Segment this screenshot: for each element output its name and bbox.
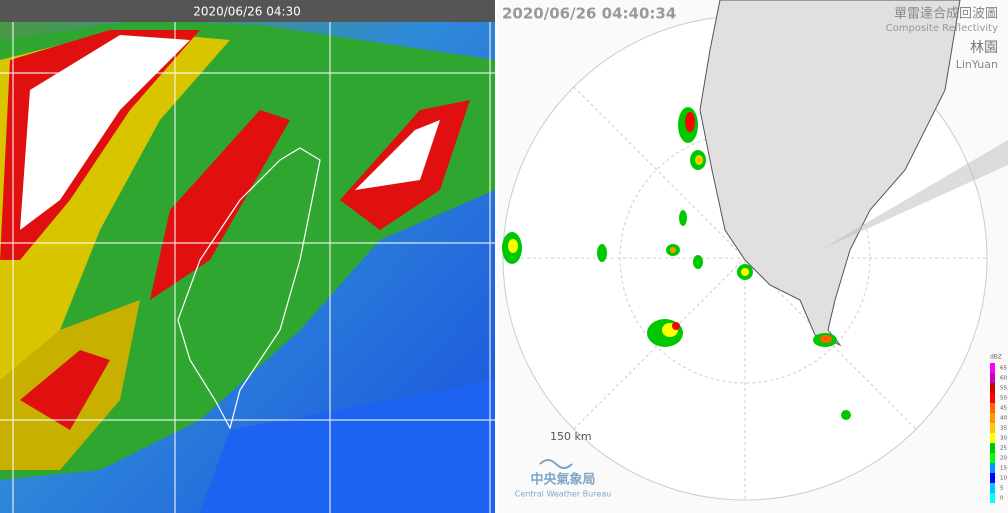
- legend-label: 50: [1000, 396, 1007, 402]
- legend-label: 55: [1000, 386, 1007, 392]
- agency-zh: 中央氣象局: [530, 472, 595, 488]
- legend-swatch: [990, 473, 995, 483]
- legend-swatch: [990, 493, 995, 503]
- radar-title-zh: 單雷達合成回波圖: [894, 7, 998, 22]
- legend-swatch: [990, 453, 995, 463]
- range-label: 150 km: [550, 430, 592, 443]
- legend-swatch: [990, 433, 995, 443]
- station-en: LinYuan: [956, 58, 998, 71]
- legend-label: 65: [1000, 366, 1007, 372]
- legend-swatch: [990, 383, 995, 393]
- legend-label: 40: [1000, 416, 1007, 422]
- legend-swatch: [990, 413, 995, 423]
- legend-swatch: [990, 373, 995, 383]
- legend-swatch: [990, 423, 995, 433]
- legend-label: 25: [1000, 446, 1007, 452]
- legend-label: 10: [1000, 476, 1007, 482]
- legend-label: 5: [1000, 486, 1004, 492]
- legend-label: 20: [1000, 456, 1007, 462]
- legend-swatch: [990, 463, 995, 473]
- satellite-panel: 2020/06/26 04:30: [0, 0, 495, 513]
- agency-en: Central Weather Bureau: [515, 490, 611, 499]
- legend-label: 35: [1000, 426, 1007, 432]
- legend-swatch: [990, 393, 995, 403]
- legend-swatch: [990, 363, 995, 373]
- satellite-timestamp: 2020/06/26 04:30: [193, 5, 301, 19]
- legend-title: dBZ: [990, 354, 1002, 361]
- legend-swatch: [990, 403, 995, 413]
- legend-swatch: [990, 443, 995, 453]
- legend-label: 45: [1000, 406, 1007, 412]
- station-zh: 林園: [970, 40, 998, 56]
- legend-label: 0: [1000, 496, 1004, 502]
- legend-swatch: [990, 483, 995, 493]
- radar-timestamp: 2020/06/26 04:40:34: [502, 5, 676, 23]
- radar-echo: [502, 107, 851, 420]
- legend-label: 30: [1000, 436, 1007, 442]
- legend-label: 15: [1000, 466, 1007, 472]
- radar-panel: 2020/06/26 04:40:34 單雷達合成回波圖 Composite R…: [497, 0, 1008, 513]
- radar-title-en: Composite Reflectivity: [886, 23, 998, 34]
- legend-label: 60: [1000, 376, 1007, 382]
